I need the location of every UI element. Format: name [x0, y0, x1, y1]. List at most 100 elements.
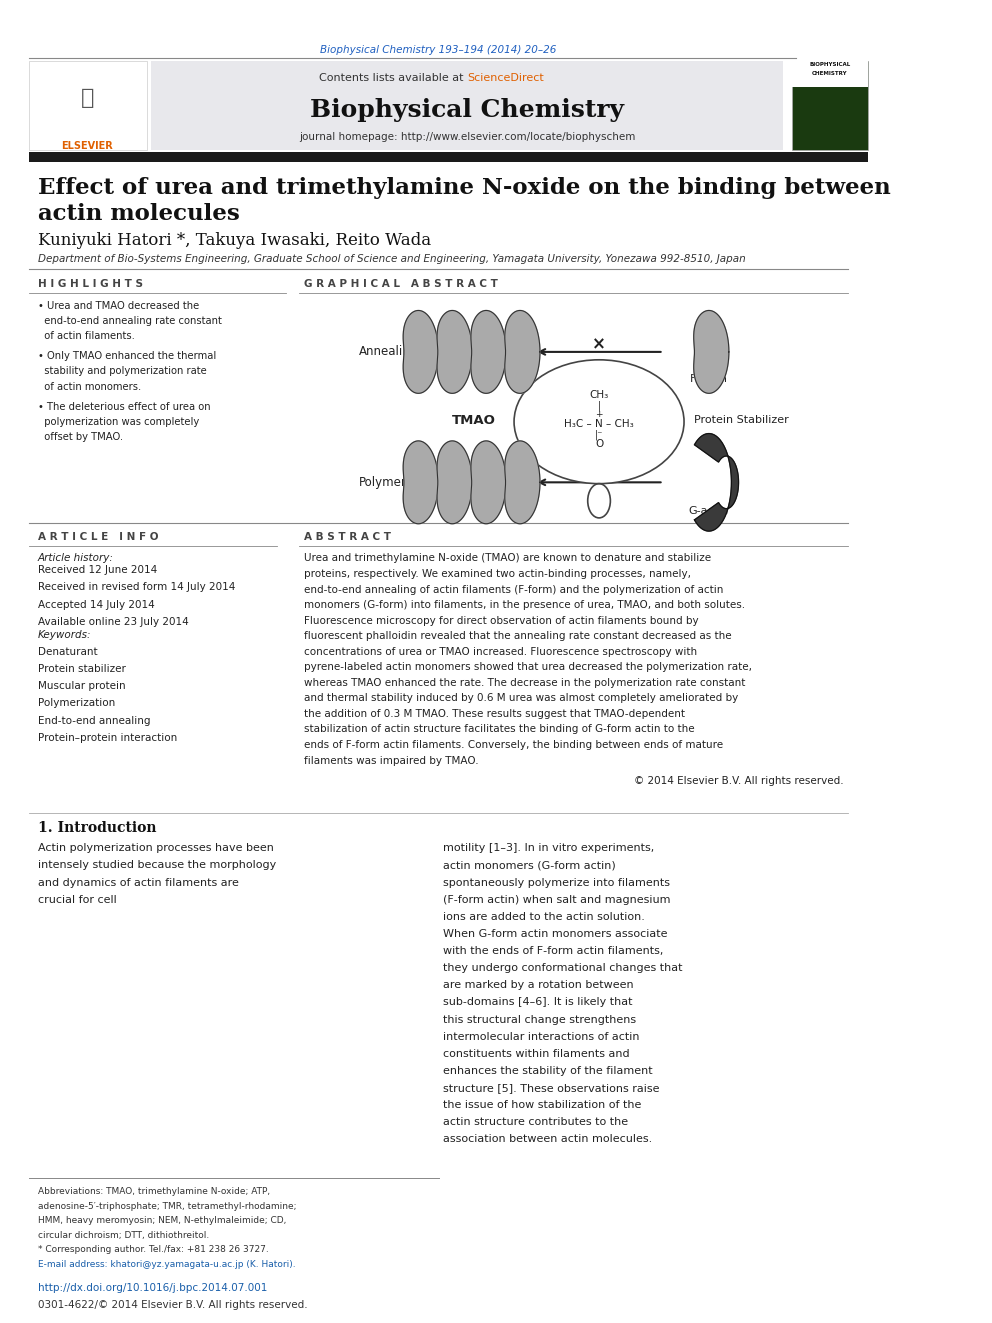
Text: • Urea and TMAO decreased the: • Urea and TMAO decreased the [38, 300, 199, 311]
Text: Biophysical Chemistry: Biophysical Chemistry [310, 98, 624, 122]
Text: G-actin: G-actin [688, 505, 729, 516]
Text: CH₃: CH₃ [589, 390, 609, 400]
Text: When G-form actin monomers associate: When G-form actin monomers associate [443, 929, 668, 939]
Text: G R A P H I C A L   A B S T R A C T: G R A P H I C A L A B S T R A C T [304, 279, 497, 290]
Text: actin monomers (G-form actin): actin monomers (G-form actin) [443, 860, 616, 871]
Text: are marked by a rotation between: are marked by a rotation between [443, 980, 634, 991]
Text: © 2014 Elsevier B.V. All rights reserved.: © 2014 Elsevier B.V. All rights reserved… [635, 777, 844, 786]
Text: enhances the stability of the filament: enhances the stability of the filament [443, 1066, 653, 1076]
Text: Fluorescence microscopy for direct observation of actin filaments bound by: Fluorescence microscopy for direct obser… [304, 615, 698, 626]
Ellipse shape [514, 360, 684, 484]
Text: actin structure contributes to the: actin structure contributes to the [443, 1118, 628, 1127]
Text: they undergo conformational changes that: they undergo conformational changes that [443, 963, 682, 974]
Text: whereas TMAO enhanced the rate. The decrease in the polymerization rate constant: whereas TMAO enhanced the rate. The decr… [304, 677, 745, 688]
Text: with the ends of F-form actin filaments,: with the ends of F-form actin filaments, [443, 946, 664, 957]
Text: pyrene-labeled actin monomers showed that urea decreased the polymerization rate: pyrene-labeled actin monomers showed tha… [304, 663, 752, 672]
Text: End-to-end annealing: End-to-end annealing [38, 716, 150, 725]
Text: +: + [595, 410, 603, 419]
Text: ends of F-form actin filaments. Conversely, the binding between ends of mature: ends of F-form actin filaments. Converse… [304, 740, 722, 750]
Text: • The deleterious effect of urea on: • The deleterious effect of urea on [38, 402, 210, 411]
Text: Kuniyuki Hatori *, Takuya Iwasaki, Reito Wada: Kuniyuki Hatori *, Takuya Iwasaki, Reito… [38, 232, 431, 249]
Text: actin molecules: actin molecules [38, 202, 239, 225]
Text: filaments was impaired by TMAO.: filaments was impaired by TMAO. [304, 755, 478, 766]
Text: Protein stabilizer: Protein stabilizer [38, 664, 126, 675]
Text: http://dx.doi.org/10.1016/j.bpc.2014.07.001: http://dx.doi.org/10.1016/j.bpc.2014.07.… [38, 1283, 267, 1294]
Polygon shape [505, 441, 540, 524]
Text: stability and polymerization rate: stability and polymerization rate [38, 366, 206, 376]
Text: monomers (G-form) into filaments, in the presence of urea, TMAO, and both solute: monomers (G-form) into filaments, in the… [304, 601, 745, 610]
Text: sub-domains [4–6]. It is likely that: sub-domains [4–6]. It is likely that [443, 998, 633, 1007]
Text: * Corresponding author. Tel./fax: +81 238 26 3727.: * Corresponding author. Tel./fax: +81 23… [38, 1245, 269, 1254]
Text: Biophysical Chemistry 193–194 (2014) 20–26: Biophysical Chemistry 193–194 (2014) 20–… [320, 45, 557, 56]
Text: intermolecular interactions of actin: intermolecular interactions of actin [443, 1032, 640, 1041]
Text: A B S T R A C T: A B S T R A C T [304, 532, 391, 542]
Text: and thermal stability induced by 0.6 M urea was almost completely ameliorated by: and thermal stability induced by 0.6 M u… [304, 693, 738, 704]
Text: HMM, heavy meromyosin; NEM, N-ethylmaleimide; CD,: HMM, heavy meromyosin; NEM, N-ethylmalei… [38, 1216, 286, 1225]
Text: Urea and trimethylamine N-oxide (TMAO) are known to denature and stabilize: Urea and trimethylamine N-oxide (TMAO) a… [304, 553, 710, 564]
Text: ×: × [592, 335, 606, 353]
FancyBboxPatch shape [29, 61, 147, 151]
Text: CHEMISTRY: CHEMISTRY [812, 71, 848, 77]
Text: intensely studied because the morphology: intensely studied because the morphology [38, 860, 276, 871]
Text: Denaturant: Denaturant [38, 647, 97, 658]
Text: Effect of urea and trimethylamine N-oxide on the binding between: Effect of urea and trimethylamine N-oxid… [38, 177, 891, 198]
Text: Keywords:: Keywords: [38, 630, 91, 640]
Polygon shape [403, 441, 438, 524]
Polygon shape [437, 441, 472, 524]
Text: structure [5]. These observations raise: structure [5]. These observations raise [443, 1084, 660, 1093]
Text: ions are added to the actin solution.: ions are added to the actin solution. [443, 912, 645, 922]
Text: H I G H L I G H T S: H I G H L I G H T S [38, 279, 143, 290]
Text: (F-form actin) when salt and magnesium: (F-form actin) when salt and magnesium [443, 894, 671, 905]
Polygon shape [693, 311, 729, 393]
Text: adenosine-5′-triphosphate; TMR, tetramethyl-rhodamine;: adenosine-5′-triphosphate; TMR, tetramet… [38, 1201, 297, 1211]
Text: Received in revised form 14 July 2014: Received in revised form 14 July 2014 [38, 582, 235, 593]
Text: Abbreviations: TMAO, trimethylamine N-oxide; ATP,: Abbreviations: TMAO, trimethylamine N-ox… [38, 1187, 270, 1196]
Text: E-mail address: khatori@yz.yamagata-u.ac.jp (K. Hatori).: E-mail address: khatori@yz.yamagata-u.ac… [38, 1259, 296, 1269]
Text: H₃C – N – CH₃: H₃C – N – CH₃ [564, 419, 634, 429]
Text: Article history:: Article history: [38, 553, 113, 564]
FancyBboxPatch shape [792, 61, 868, 87]
Text: Available online 23 July 2014: Available online 23 July 2014 [38, 617, 188, 627]
Text: 1. Introduction: 1. Introduction [38, 820, 156, 835]
Text: F-actin: F-actin [689, 374, 728, 384]
Text: • Only TMAO enhanced the thermal: • Only TMAO enhanced the thermal [38, 351, 216, 361]
Text: 🌳: 🌳 [80, 89, 94, 108]
Text: Enhancement: Enhancement [563, 456, 635, 467]
Text: spontaneously polymerize into filaments: spontaneously polymerize into filaments [443, 877, 670, 888]
Text: association between actin molecules.: association between actin molecules. [443, 1134, 653, 1144]
Text: Actin polymerization processes have been: Actin polymerization processes have been [38, 843, 274, 853]
Text: motility [1–3]. In in vitro experiments,: motility [1–3]. In in vitro experiments, [443, 843, 655, 853]
Text: Accepted 14 July 2014: Accepted 14 July 2014 [38, 599, 155, 610]
Text: Protein Stabilizer: Protein Stabilizer [694, 415, 789, 426]
Text: |: | [597, 401, 601, 411]
Polygon shape [437, 311, 472, 393]
Text: constituents within filaments and: constituents within filaments and [443, 1049, 630, 1058]
Text: and dynamics of actin filaments are: and dynamics of actin filaments are [38, 877, 238, 888]
Text: O: O [595, 439, 603, 448]
Text: ScienceDirect: ScienceDirect [467, 73, 545, 82]
Polygon shape [505, 311, 540, 393]
Text: Department of Bio-Systems Engineering, Graduate School of Science and Engineerin: Department of Bio-Systems Engineering, G… [38, 254, 745, 265]
FancyBboxPatch shape [151, 61, 783, 151]
Text: end-to-end annealing of actin filaments (F-form) and the polymerization of actin: end-to-end annealing of actin filaments … [304, 585, 723, 594]
Text: |⁻: |⁻ [595, 430, 603, 441]
Text: Muscular protein: Muscular protein [38, 681, 125, 691]
Text: Received 12 June 2014: Received 12 June 2014 [38, 565, 157, 576]
Text: of actin filaments.: of actin filaments. [38, 331, 135, 341]
Text: proteins, respectively. We examined two actin-binding processes, namely,: proteins, respectively. We examined two … [304, 569, 690, 579]
Polygon shape [694, 434, 738, 531]
Polygon shape [403, 311, 438, 393]
Text: concentrations of urea or TMAO increased. Fluorescence spectroscopy with: concentrations of urea or TMAO increased… [304, 647, 696, 656]
Text: fluorescent phalloidin revealed that the annealing rate constant decreased as th: fluorescent phalloidin revealed that the… [304, 631, 731, 642]
Polygon shape [471, 311, 506, 393]
Text: TMAO: TMAO [451, 414, 495, 427]
Text: crucial for cell: crucial for cell [38, 894, 116, 905]
Text: BIOPHYSICAL: BIOPHYSICAL [809, 62, 851, 67]
FancyBboxPatch shape [29, 152, 868, 163]
Text: the issue of how stabilization of the: the issue of how stabilization of the [443, 1101, 642, 1110]
Text: circular dichroism; DTT, dithiothreitol.: circular dichroism; DTT, dithiothreitol. [38, 1230, 209, 1240]
FancyBboxPatch shape [792, 61, 868, 151]
Text: Polymerization: Polymerization [38, 699, 115, 708]
Polygon shape [471, 441, 506, 524]
Text: polymerization was completely: polymerization was completely [38, 417, 199, 427]
